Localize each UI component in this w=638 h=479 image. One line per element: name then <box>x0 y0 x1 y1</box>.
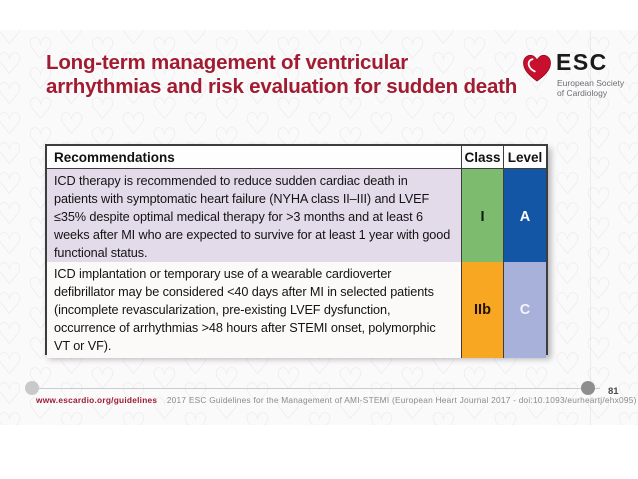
recommendation-text: ICD implantation or temporary use of a w… <box>47 262 462 359</box>
decorative-vertical-line <box>590 30 591 425</box>
esc-heart-icon <box>523 54 551 82</box>
recommendation-text: ICD therapy is recommended to reduce sud… <box>47 169 462 266</box>
header-level: Level <box>507 149 543 165</box>
header-recommendations: Recommendations <box>47 146 462 168</box>
footer-dot-right <box>581 381 595 395</box>
class-badge: IIb <box>462 262 504 359</box>
page-number: 81 <box>608 386 619 397</box>
table-header-row: Recommendations Class Level <box>47 146 546 168</box>
footer-dot-left <box>25 381 39 395</box>
table-row: ICD therapy is recommended to reduce sud… <box>47 168 546 266</box>
guidelines-link[interactable]: www.escardio.org/guidelines <box>36 395 158 405</box>
footer: www.escardio.org/guidelines 2017 ESC Gui… <box>36 395 636 405</box>
footer-divider <box>32 388 600 389</box>
esc-logo-tagline: European Society of Cardiology <box>557 78 625 98</box>
recommendations-table: Recommendations Class Level ICD therapy … <box>45 144 548 359</box>
citation-text: 2017 ESC Guidelines for the Management o… <box>166 395 637 405</box>
table-row: ICD implantation or temporary use of a w… <box>47 261 546 359</box>
level-badge: C <box>504 262 546 359</box>
header-class: Class <box>462 146 504 168</box>
level-badge: A <box>504 169 546 266</box>
slide-title: Long-term management of ventricular arrh… <box>46 51 518 98</box>
class-badge: I <box>462 169 504 266</box>
esc-logo-text: ESC <box>556 49 608 75</box>
